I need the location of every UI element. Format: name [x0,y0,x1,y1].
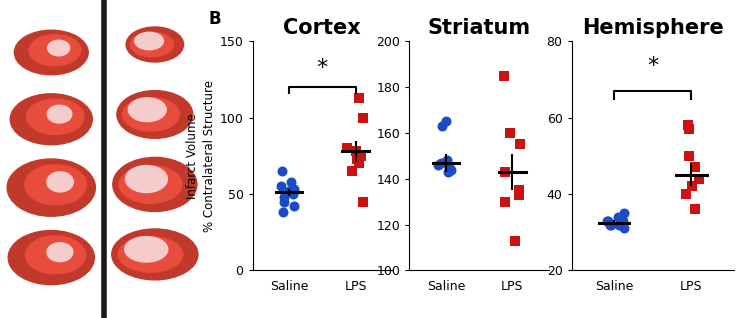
Y-axis label: Infarct Volume
% Contralateral Structure: Infarct Volume % Contralateral Structure [185,80,216,232]
Point [277,210,290,215]
Point [689,165,701,170]
Point [287,191,299,197]
Point [618,211,630,216]
Point [288,187,300,192]
Point [355,153,367,158]
Ellipse shape [113,157,197,211]
Point [683,127,695,132]
Ellipse shape [26,99,84,135]
Text: *: * [647,56,658,76]
Ellipse shape [118,237,182,272]
Point [341,146,353,151]
Ellipse shape [11,94,92,145]
Text: *: * [317,58,328,78]
Point [682,153,694,158]
Point [693,176,705,181]
Ellipse shape [126,27,183,62]
Text: A: A [6,8,19,26]
Ellipse shape [8,231,94,285]
Ellipse shape [8,159,95,216]
Point [443,165,455,170]
Point [604,222,616,227]
Ellipse shape [128,98,166,121]
Point [278,195,290,200]
Point [283,188,295,193]
Ellipse shape [47,172,73,192]
Point [434,160,446,165]
Point [498,199,510,204]
Ellipse shape [25,165,87,205]
Ellipse shape [47,243,73,262]
Point [441,158,453,163]
Point [682,123,694,128]
Point [613,222,625,227]
Point [686,184,698,189]
Point [433,162,445,168]
Ellipse shape [124,237,167,262]
Point [498,169,510,174]
Point [354,161,366,166]
Point [287,204,299,209]
Ellipse shape [117,91,193,138]
Point [351,156,363,162]
Point [688,207,700,212]
Title: Hemisphere: Hemisphere [582,18,723,38]
Ellipse shape [123,98,179,131]
Text: B: B [209,10,222,28]
Point [443,169,455,174]
Point [513,188,525,193]
Point [618,226,630,231]
Point [601,218,613,223]
Point [440,119,452,124]
Point [274,184,287,189]
Text: LPS: LPS [141,10,170,24]
Ellipse shape [125,165,167,192]
Point [445,167,457,172]
Ellipse shape [14,30,88,75]
Title: Cortex: Cortex [284,18,361,38]
Point [605,222,618,227]
Point [504,130,516,135]
Point [513,192,525,197]
Ellipse shape [48,105,72,123]
Point [618,218,630,223]
Point [602,218,615,223]
Ellipse shape [29,35,81,66]
Ellipse shape [48,40,69,56]
Point [612,214,624,219]
Point [680,191,692,197]
Point [357,199,369,204]
Point [278,199,290,204]
Point [353,95,365,100]
Ellipse shape [135,32,164,50]
Point [357,115,369,120]
Point [498,73,510,78]
Ellipse shape [26,236,86,274]
Point [437,123,449,128]
Ellipse shape [112,229,198,280]
Ellipse shape [130,32,173,57]
Point [514,142,526,147]
Text: Saline: Saline [29,10,78,24]
Point [509,238,521,243]
Point [286,179,298,184]
Title: Striatum: Striatum [428,18,531,38]
Point [346,169,358,174]
Ellipse shape [119,165,182,204]
Point [350,149,362,154]
Point [276,169,288,174]
